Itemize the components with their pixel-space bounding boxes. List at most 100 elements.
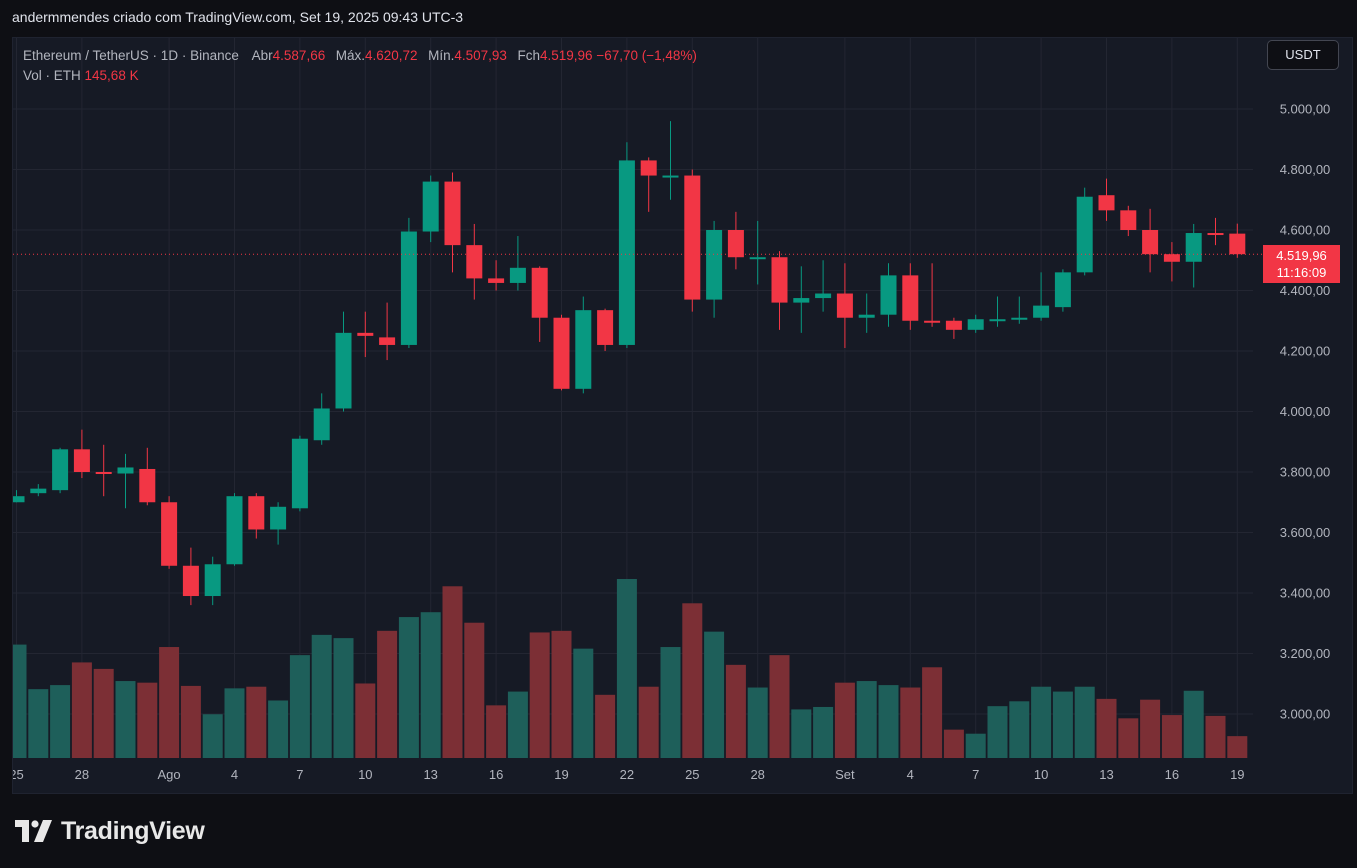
- price-axis-label: 4.000,00: [1280, 404, 1331, 419]
- volume-bar: [1009, 701, 1030, 758]
- candle-body[interactable]: [836, 293, 853, 318]
- candle-body[interactable]: [161, 502, 178, 566]
- candle-body[interactable]: [313, 408, 330, 441]
- candle-body[interactable]: [640, 160, 657, 176]
- last-price-value: 4.519,96: [1276, 248, 1327, 263]
- candle-body[interactable]: [379, 337, 396, 345]
- price-axis-label: 3.200,00: [1280, 646, 1331, 661]
- candle-body[interactable]: [1142, 230, 1159, 255]
- candle-body[interactable]: [291, 438, 308, 509]
- brand-name: TradingView: [61, 816, 205, 845]
- candle-body[interactable]: [771, 257, 788, 303]
- candle-body[interactable]: [30, 488, 47, 494]
- volume-bar: [377, 630, 398, 758]
- price-axis-label: 3.400,00: [1280, 586, 1331, 601]
- candle-body[interactable]: [509, 267, 526, 283]
- candle-body[interactable]: [1054, 272, 1071, 308]
- time-axis-label: 10: [358, 767, 372, 782]
- candle-body[interactable]: [706, 230, 723, 300]
- chart-panel[interactable]: 3.000,00 3.200,00 3.400,00 3.600,00 3.800,00…: [12, 37, 1353, 794]
- low-label: Mín.: [428, 48, 455, 63]
- price-axis-label: 3.800,00: [1280, 465, 1331, 480]
- time-axis-label: 7: [296, 767, 303, 782]
- candle-body[interactable]: [924, 320, 941, 323]
- candle-body[interactable]: [902, 275, 919, 321]
- candle-body[interactable]: [226, 496, 243, 565]
- candle-body[interactable]: [1229, 233, 1246, 255]
- candle-body[interactable]: [117, 467, 134, 474]
- candle-body[interactable]: [945, 320, 962, 330]
- candle-body[interactable]: [618, 160, 635, 345]
- candle-body[interactable]: [488, 278, 505, 283]
- candle-body[interactable]: [204, 564, 221, 597]
- time-axis-label: 22: [620, 767, 634, 782]
- tradingview-logo-icon: [15, 820, 52, 842]
- candle-body[interactable]: [749, 257, 766, 260]
- candle-body[interactable]: [357, 332, 374, 336]
- candle-body[interactable]: [52, 449, 69, 491]
- volume-bar: [268, 700, 289, 758]
- candle-body[interactable]: [1185, 233, 1202, 262]
- volume-bar: [769, 655, 790, 758]
- candle-body[interactable]: [815, 293, 832, 299]
- volume-bar: [202, 714, 223, 758]
- candle-body[interactable]: [597, 310, 614, 345]
- volume-bar: [50, 685, 71, 758]
- time-axis-label: 13: [1099, 767, 1113, 782]
- candle-body[interactable]: [531, 267, 548, 318]
- time-axis-label: 4: [907, 767, 914, 782]
- candle-body[interactable]: [1207, 233, 1224, 236]
- candle-body[interactable]: [73, 449, 90, 472]
- candle-body[interactable]: [1033, 305, 1050, 318]
- candle-body[interactable]: [880, 275, 897, 315]
- price-axis-label: 5.000,00: [1280, 102, 1331, 117]
- volume-bar: [573, 648, 594, 758]
- volume-bar: [355, 683, 376, 758]
- candle-body[interactable]: [662, 175, 679, 178]
- candle-body[interactable]: [13, 496, 25, 503]
- candle-body[interactable]: [575, 310, 592, 389]
- candle-body[interactable]: [1011, 317, 1028, 320]
- candle-body[interactable]: [422, 181, 439, 232]
- candle-body[interactable]: [335, 332, 352, 409]
- last-price-tag: 4.519,96 11:16:09: [1263, 245, 1340, 283]
- candle-body[interactable]: [1163, 254, 1180, 262]
- volume-label[interactable]: Vol · ETH: [23, 68, 81, 83]
- candle-body[interactable]: [182, 565, 199, 597]
- volume-bar: [28, 689, 49, 758]
- high-label: Máx.: [335, 48, 366, 63]
- candle-body[interactable]: [444, 181, 461, 246]
- candle-body[interactable]: [95, 472, 112, 474]
- currency-button[interactable]: USDT: [1267, 40, 1339, 70]
- time-axis-label: 4: [231, 767, 238, 782]
- volume-bar: [1205, 715, 1226, 758]
- volume-bar: [791, 709, 812, 758]
- candle-body[interactable]: [967, 319, 984, 330]
- candle-body[interactable]: [400, 231, 417, 345]
- price-axis-label: 3.000,00: [1280, 707, 1331, 722]
- candle-body[interactable]: [1120, 210, 1137, 230]
- symbol-title[interactable]: Ethereum / TetherUS · 1D · Binance: [23, 48, 239, 63]
- volume-bar: [420, 612, 441, 758]
- candle-body[interactable]: [989, 319, 1006, 322]
- candle-body[interactable]: [553, 317, 570, 389]
- candle-body[interactable]: [1076, 196, 1093, 273]
- candlestick-chart[interactable]: 3.000,00 3.200,00 3.400,00 3.600,00 3.800,00…: [13, 38, 1352, 793]
- candle-body[interactable]: [1098, 195, 1115, 211]
- time-axis-label: Set: [835, 767, 855, 782]
- tradingview-logo[interactable]: TradingView: [15, 816, 205, 846]
- candle-body[interactable]: [858, 314, 875, 318]
- candle-body[interactable]: [466, 245, 483, 279]
- volume-bar: [115, 681, 136, 758]
- volume-bar: [486, 705, 507, 758]
- open-value: 4.587,66: [272, 48, 326, 63]
- candle-body[interactable]: [270, 506, 287, 530]
- volume-bar: [834, 682, 855, 758]
- candle-body[interactable]: [684, 175, 701, 300]
- candle-body[interactable]: [139, 468, 156, 503]
- volume-bar: [616, 578, 637, 758]
- candle-body[interactable]: [248, 496, 265, 530]
- candle-body[interactable]: [727, 230, 744, 258]
- volume-bar: [1074, 686, 1095, 758]
- candle-body[interactable]: [793, 298, 810, 303]
